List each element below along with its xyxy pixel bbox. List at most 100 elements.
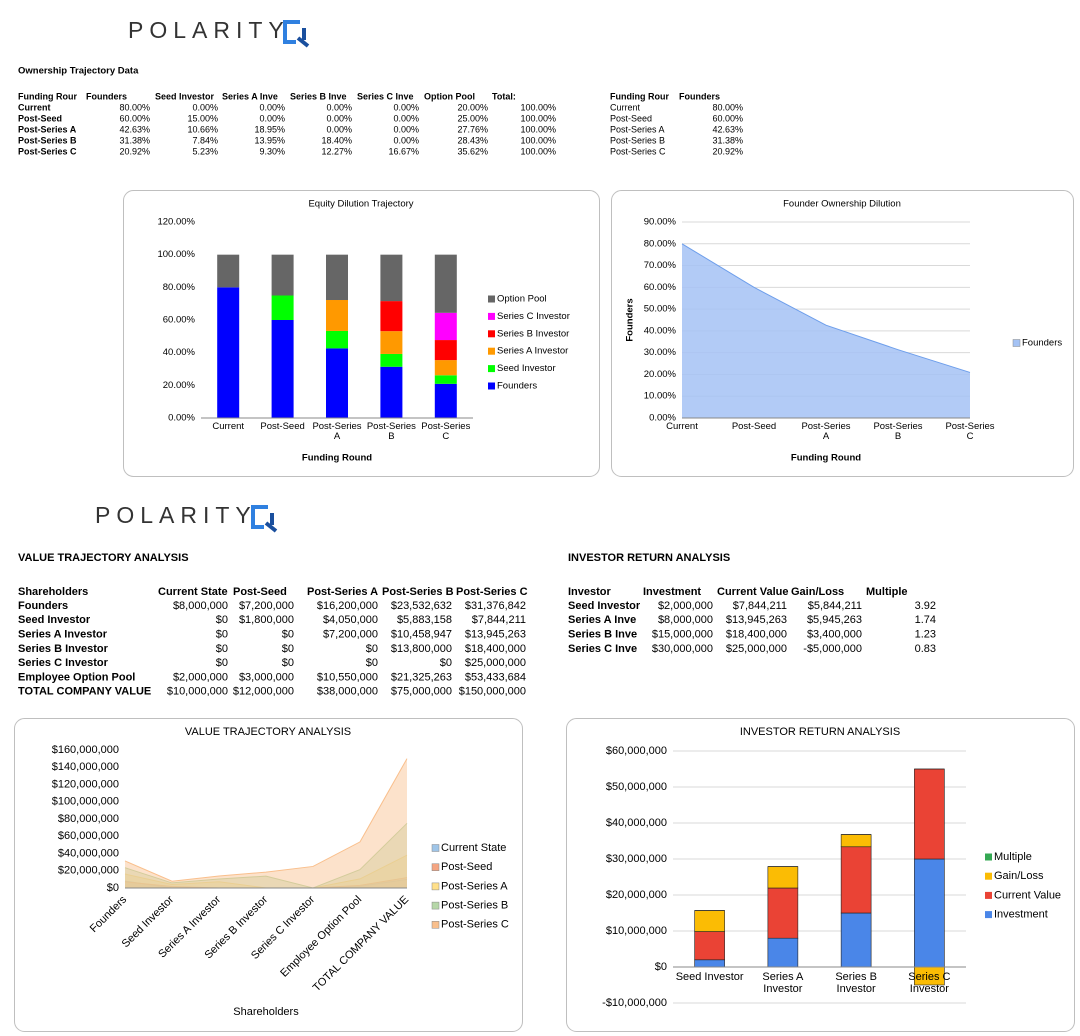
bar-segment [694,959,725,968]
table-cell: $16,200,000 [317,600,378,612]
table-cell: $7,844,211 [733,600,787,612]
y-tick-label: $20,000,000 [58,865,119,877]
y-tick-label: $60,000,000 [58,830,119,842]
area-fill [125,877,407,888]
table-header: Investor [568,586,612,598]
bar-segment [380,331,403,354]
table-cell: 20.00% [457,102,488,112]
y-tick-label: 80.00% [644,238,677,249]
x-tick-label-box: Series A Investor [762,971,803,995]
table-cell: $5,945,263 [807,614,862,626]
table-cell: 18.95% [254,124,285,134]
legend-label: Series B Investor [497,328,569,339]
table-cell: $13,945,263 [465,629,526,641]
chart-frame [566,718,1075,1032]
x-tick-label: Post-Series A [801,422,851,443]
table-cell: $7,200,000 [323,629,378,641]
table-cell: $8,000,000 [658,614,713,626]
y-tick-label: $20,000,000 [606,889,667,901]
table-cell: $0 [366,643,378,655]
table-cell: 100.00% [520,102,556,112]
table-cell: $25,000,000 [465,657,526,669]
table-cell: 13.95% [254,135,285,145]
bar-segment [434,312,457,341]
table-row-label: Post-Seed [610,113,652,123]
legend-label: Post-Series C [441,919,509,931]
x-tick-label: Post-Series B [366,422,416,443]
table-cell: $5,883,158 [397,614,452,626]
bar-segment [767,937,799,968]
x-tick-label: Post-Seed [260,422,305,432]
table-row-label: Series B Inve [568,629,637,641]
table-header: Current State [158,586,228,598]
table-cell: $18,400,000 [465,643,526,655]
y-tick-label: 60.00% [163,315,196,326]
table-row-label: Employee Option Pool [18,671,135,683]
table-cell: 0.00% [326,124,352,134]
table-cell: 0.83 [915,643,936,655]
table-header: Option Pool [424,91,475,101]
table-cell: $0 [216,657,228,669]
table-cell: $7,200,000 [239,600,294,612]
y-tick-label: $40,000,000 [606,817,667,829]
table-row-label: Series A Inve [568,614,636,626]
table-cell: 100.00% [520,146,556,156]
legend-swatch [985,911,992,919]
logo-text: POLARITY [128,17,290,43]
legend-label: Gain/Loss [994,870,1044,882]
table-header: Current Value [717,586,789,598]
table-row-label: Series C Investor [18,657,109,669]
table-cell: 80.00% [712,102,743,112]
x-tick-label: Post-Series C [421,422,471,443]
table-header: Post-Series C [456,586,528,598]
y-tick-label: $100,000,000 [52,796,119,808]
x-tick-label-box: Post-Series B [366,422,416,443]
table-cell: $2,000,000 [658,600,713,612]
bar-segment [217,254,240,288]
x-tick-label: Series C Investor [908,971,951,996]
chart-title: Founder Ownership Dilution [783,199,901,210]
chart-frame [123,190,600,477]
bar-segment [840,912,872,968]
x-tick-label-box: Post-Series A [801,422,851,443]
table-cell: 16.67% [388,146,419,156]
x-tick-label-box: Post-Seed [732,422,776,432]
x-tick-label-box: Post-Series A [312,422,361,442]
table-row-label: Seed Investor [18,614,91,626]
table-row-label: TOTAL COMPANY VALUE [18,686,151,698]
bar-segment [326,300,348,331]
y-tick-label: 20.00% [644,369,677,380]
legend-swatch [985,853,992,861]
table-cell: 0.00% [259,113,285,123]
y-tick-label: -$10,000,000 [602,997,667,1009]
chart-title: INVESTOR RETURN ANALYSIS [740,726,900,738]
table-cell: 0.00% [192,102,218,112]
bar-segment [271,320,294,418]
table-cell: $10,550,000 [317,671,378,683]
legend-swatch [488,365,495,373]
legend-swatch [488,347,495,355]
table-cell: 7.84% [192,135,218,145]
table-cell: $8,000,000 [173,600,228,612]
x-tick-label-box: Seed Investor [676,971,744,983]
table-row-label: Post-Series B [610,135,665,145]
table-cell: 27.76% [457,124,488,134]
logo-text: POLARITY [95,502,257,528]
y-tick-label: $120,000,000 [52,778,119,790]
section-title: VALUE TRAJECTORY ANALYSIS [18,552,189,564]
table-cell: 31.38% [712,135,743,145]
y-tick-label: 70.00% [644,260,677,271]
table-cell: $31,376,842 [465,600,526,612]
table-cell: $0 [282,657,294,669]
y-tick-label: 50.00% [644,304,677,315]
table-cell: 9.30% [259,146,285,156]
bar-segment [767,887,799,939]
table-cell: 100.00% [520,124,556,134]
table-cell: 28.43% [457,135,488,145]
y-tick-label: $50,000,000 [606,781,667,793]
x-tick-label-box: Series B Investor [835,971,877,995]
bar-segment [840,846,872,914]
section-title: INVESTOR RETURN ANALYSIS [568,552,730,564]
table-cell: 80.00% [119,102,150,112]
legend-swatch [1012,339,1021,347]
